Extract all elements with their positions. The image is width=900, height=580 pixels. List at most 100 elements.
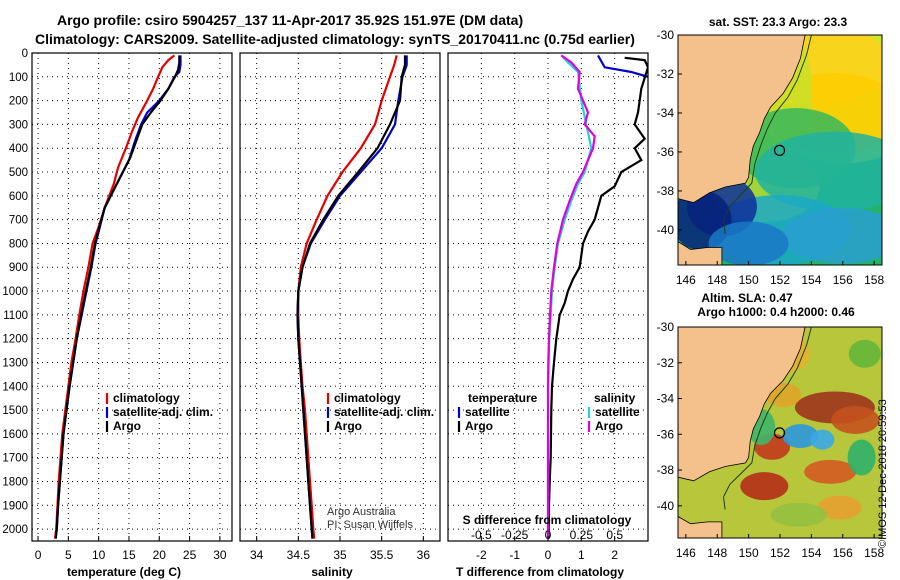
sla-map-sla-patch — [848, 339, 881, 368]
temperature-xtick-label: 30 — [213, 548, 227, 562]
salinity-series-argo — [296, 55, 407, 539]
sst-map-ytick-label: -38 — [657, 184, 675, 198]
diff-legend-right-header: salinity — [594, 391, 636, 405]
diff-top-tick-label: 0 — [545, 528, 552, 542]
diff-top-tick-label: 0.5 — [606, 528, 623, 542]
depth-tick-label: 1500 — [2, 405, 28, 417]
sst-map-shelf-contour — [722, 35, 812, 234]
sla-map-ytick-label: -30 — [657, 320, 675, 334]
sla-map-xtick-label: 146 — [676, 546, 696, 560]
diff-temp-legend-label: satellite — [465, 405, 510, 419]
sst-map-title: sat. SST: 23.3 Argo: 23.3 — [709, 15, 848, 29]
sst-map-ytick-label: -40 — [657, 223, 675, 237]
sla-map-sla-patch — [831, 405, 880, 434]
sla-map-shelf-contour — [722, 327, 812, 510]
temperature-xtick-label: 5 — [65, 548, 72, 562]
difference-series-salinity-satellite — [546, 54, 593, 539]
sla-map-subtitle: Argo h1000: 0.4 h2000: 0.46 — [697, 305, 855, 319]
difference-xtick-label: 0 — [545, 548, 552, 562]
salinity-legend-label: Argo — [334, 419, 362, 433]
depth-tick-label: 400 — [9, 143, 28, 155]
diff-legend-left-header: temperature — [468, 391, 538, 405]
diff-sal-legend-label: satellite — [595, 405, 640, 419]
salinity-panel: 34 34.5 35 35.5 36 salinity — [239, 52, 441, 579]
sst-map-xtick-label: 150 — [739, 273, 759, 287]
difference-xlabel: T difference from climatology — [456, 565, 624, 579]
sla-map-ytick-label: -34 — [657, 392, 675, 406]
salinity-series-climatology — [297, 55, 398, 539]
depth-tick-label: 1000 — [2, 286, 28, 298]
sst-map-ytick-label: -34 — [657, 106, 675, 120]
sla-map-xtick-label: 152 — [770, 546, 790, 560]
depth-tick-label: 200 — [9, 96, 28, 108]
difference-xtick-label: -1 — [509, 548, 520, 562]
salinity-xlabel: salinity — [311, 565, 353, 579]
sst-map-float-marker — [773, 144, 786, 156]
difference-xtick-label: 2 — [611, 548, 618, 562]
depth-tick-label: 1900 — [2, 500, 28, 512]
sst-map-sst-patch — [708, 221, 789, 265]
sst-map-xtick-label: 146 — [676, 273, 696, 287]
sla-map-ytick-label: -38 — [657, 463, 675, 477]
depth-tick-label: 700 — [9, 215, 28, 227]
temperature-xtick-label: 0 — [35, 548, 42, 562]
depth-tick-label: 2000 — [2, 524, 28, 536]
sla-map-ytick-label: -40 — [657, 499, 675, 513]
temperature-series-satellite-adj-clim- — [54, 55, 182, 539]
temperature-xtick-label: 25 — [183, 548, 197, 562]
figure-title-line2: Climatology: CARS2009. Satellite-adjuste… — [35, 31, 635, 47]
temperature-series-argo — [54, 55, 181, 539]
sst-map-xtick-label: 152 — [770, 273, 790, 287]
imos-watermark: ©IMOS 12-Dec-2018 20:59:53 — [877, 399, 889, 548]
sst-map-xtick-label: 154 — [801, 273, 821, 287]
temperature-frame — [31, 52, 233, 542]
sla-map-title: Altim. SLA: 0.47 — [701, 291, 793, 305]
salinity-legend-label: climatology — [334, 391, 401, 405]
sla-map-sla-patch — [770, 502, 827, 527]
salinity-xtick-label: 35 — [333, 548, 347, 562]
diff-xlabel-top: S difference from climatology — [463, 513, 632, 527]
sla-map: 146 148 150 152 154 156 158 -30 -32 -34 -36 -38 -40 — [657, 320, 885, 560]
salinity-xtick-label: 34 — [250, 548, 264, 562]
sla-map-land — [678, 327, 806, 482]
depth-tick-label: 1600 — [2, 429, 28, 441]
depth-tick-label: 100 — [9, 72, 28, 84]
salinity-legend-label: satellite-adj. clim. — [334, 405, 434, 419]
sst-map-xtick-label: 156 — [833, 273, 853, 287]
difference-xtick-label: -2 — [476, 548, 487, 562]
sla-map-float-marker — [773, 427, 786, 439]
temperature-series-climatology — [53, 54, 176, 539]
temperature-legend-label: satellite-adj. clim. — [113, 405, 213, 419]
depth-tick-label: 900 — [9, 262, 28, 274]
difference-series-salinity-argo — [546, 54, 596, 539]
sla-map-sla-patch — [810, 429, 835, 450]
temperature-xtick-label: 15 — [122, 548, 136, 562]
salinity-annotation: Argo Australia — [327, 506, 396, 518]
sst-map-xtick-label: 148 — [707, 273, 727, 287]
sst-map: 146 148 150 152 154 156 158 -30 -32 -34 -36 -38 -40 — [657, 28, 885, 287]
depth-tick-label: 800 — [9, 238, 28, 250]
sla-map-ytick-label: -36 — [657, 427, 675, 441]
diff-top-tick-label: -0.25 — [501, 528, 529, 542]
sla-map-xtick-label: 156 — [833, 546, 853, 560]
temperature-legend-label: Argo — [113, 419, 141, 433]
sst-map-ytick-label: -36 — [657, 145, 675, 159]
sst-map-tasmania — [678, 241, 723, 265]
depth-tick-label: 300 — [9, 119, 28, 131]
sst-map-ytick-label: -32 — [657, 67, 675, 81]
depth-tick-label: 1200 — [2, 334, 28, 346]
sla-map-xtick-label: 148 — [707, 546, 727, 560]
salinity-frame — [239, 52, 441, 542]
depth-tick-label: 600 — [9, 191, 28, 203]
temperature-legend-label: climatology — [113, 391, 180, 405]
depth-tick-label: 500 — [9, 167, 28, 179]
sla-map-ytick-label: -32 — [657, 356, 675, 370]
difference-series-temperature-argo — [547, 56, 648, 539]
sst-map-sst-patch — [754, 131, 882, 212]
sla-map-xtick-label: 158 — [864, 546, 884, 560]
difference-xtick-label: 1 — [578, 548, 585, 562]
sst-map-field — [678, 35, 882, 265]
sst-map-xtick-label: 158 — [864, 273, 884, 287]
sla-map-sla-patch — [804, 459, 857, 484]
